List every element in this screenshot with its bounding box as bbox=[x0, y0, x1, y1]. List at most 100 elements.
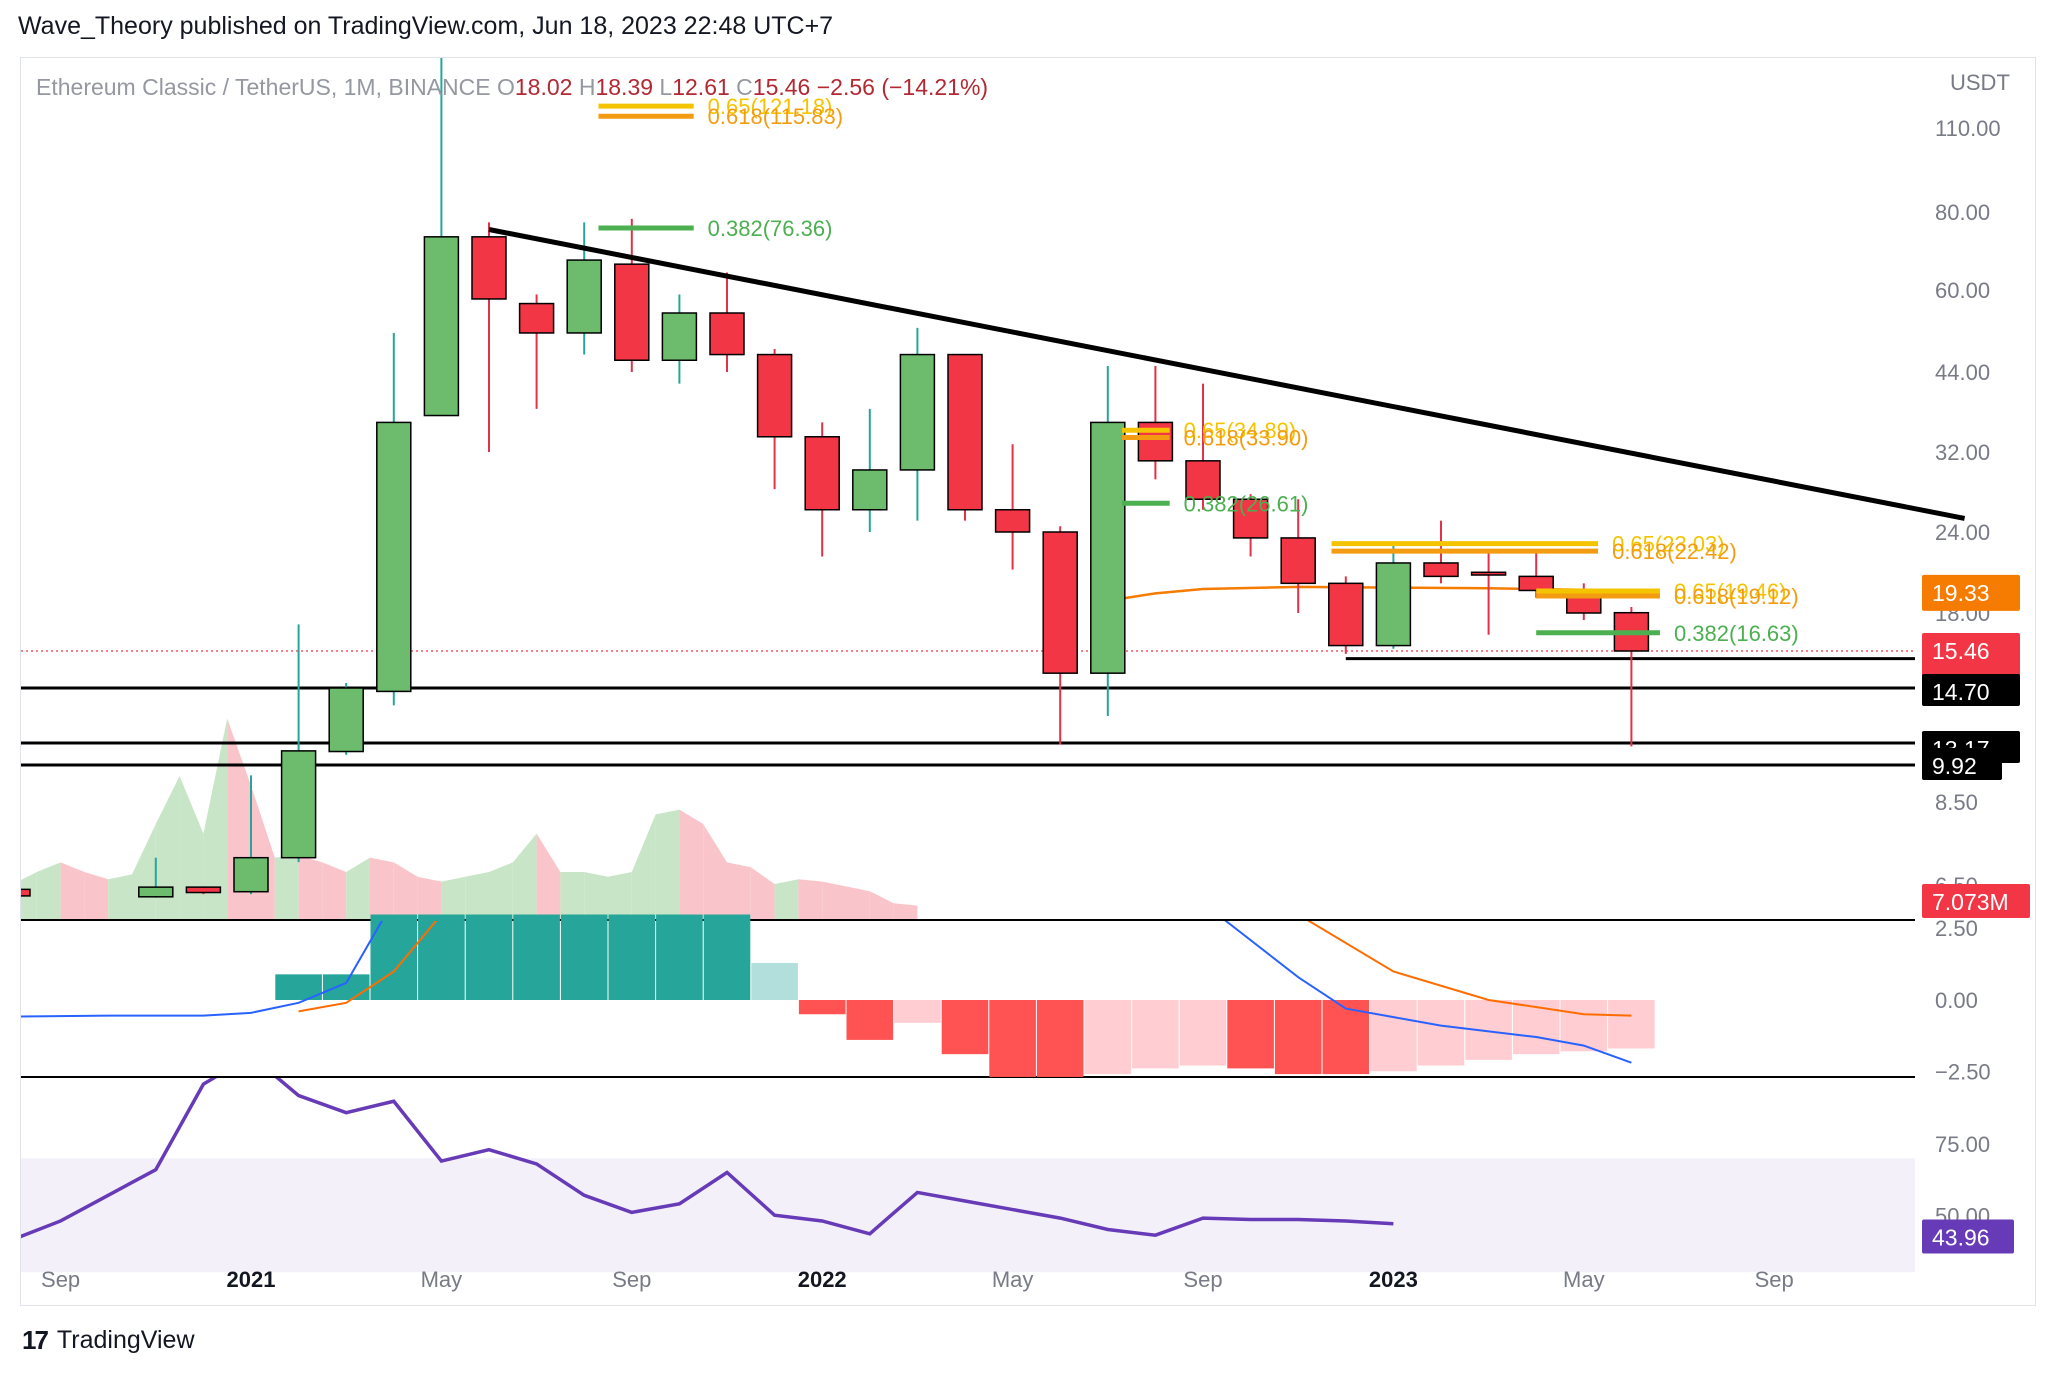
rsi-layer bbox=[21, 1078, 1394, 1239]
candle-body bbox=[899, 353, 936, 471]
macd-hist-bar bbox=[894, 1000, 941, 1023]
price-tick: 32.00 bbox=[1935, 440, 1990, 465]
candle-body bbox=[471, 236, 507, 300]
volume-area-segment bbox=[346, 857, 370, 920]
legend-line: Ethereum Classic / TetherUS, 1M, BINANCE… bbox=[36, 74, 988, 100]
macd-hist-bar bbox=[1132, 1000, 1179, 1069]
macd-hist-bar bbox=[989, 1000, 1036, 1077]
legend-title: Ethereum Classic / TetherUS, 1M, BINANCE bbox=[36, 74, 497, 100]
macd-hist-bar bbox=[322, 974, 370, 1000]
legend-c: 15.46 bbox=[753, 74, 817, 100]
volume-area-segment bbox=[846, 886, 870, 920]
volume-area-segment bbox=[893, 903, 918, 920]
candle-body bbox=[709, 312, 745, 356]
candle-body bbox=[661, 312, 698, 361]
volume-area-segment bbox=[393, 862, 418, 920]
x-tick: Sep bbox=[41, 1267, 80, 1292]
candle-body bbox=[280, 750, 317, 859]
macd-signal-line bbox=[298, 921, 1632, 1017]
publisher-line: Wave_Theory published on TradingView.com… bbox=[18, 12, 834, 40]
volume-area-segment bbox=[60, 862, 85, 920]
volume-area-segment bbox=[489, 862, 513, 920]
currency-label: USDT bbox=[1950, 70, 2010, 95]
x-tick: May bbox=[421, 1267, 463, 1292]
x-tick: 2023 bbox=[1369, 1267, 1418, 1292]
volume-area-segment bbox=[84, 872, 109, 920]
x-tick: Sep bbox=[1183, 1267, 1222, 1292]
legend-change: −2.56 (−14.21%) bbox=[817, 74, 988, 100]
candle-body bbox=[1090, 421, 1126, 674]
rsi-band bbox=[21, 1158, 1915, 1273]
volume-layer bbox=[21, 718, 918, 920]
trendline bbox=[488, 227, 1966, 521]
fib-label: 0.618(19.12) bbox=[1674, 584, 1799, 609]
candle-body bbox=[1328, 582, 1364, 647]
volume-area-segment bbox=[298, 855, 323, 920]
volume-area-segment bbox=[132, 824, 156, 920]
volume-area-segment bbox=[774, 879, 799, 920]
legend-h-label: H bbox=[579, 74, 596, 100]
volume-area-segment bbox=[631, 814, 656, 920]
macd-hist-bar bbox=[418, 914, 465, 1000]
macd-hist-bar bbox=[846, 1000, 894, 1040]
macd-hist-bar bbox=[1227, 1000, 1274, 1069]
volume-area-segment bbox=[869, 891, 894, 920]
candle-body bbox=[1518, 575, 1554, 592]
footer: 17 TradingView bbox=[22, 1325, 195, 1356]
tradingview-logo-icon: 17 bbox=[22, 1325, 49, 1355]
legend-o-label: O bbox=[497, 74, 515, 100]
price-tick: 8.50 bbox=[1935, 790, 1978, 815]
candle-body bbox=[328, 687, 364, 753]
macd-hist-bar bbox=[656, 914, 703, 1000]
price-tick: 44.00 bbox=[1935, 360, 1990, 385]
macd-hist-bar bbox=[1036, 1000, 1084, 1077]
x-tick: 2021 bbox=[227, 1267, 276, 1292]
candle-body bbox=[566, 259, 602, 334]
price-tick: 110.00 bbox=[1935, 116, 2001, 141]
candle-body bbox=[376, 421, 412, 693]
macd-hist-bar bbox=[1084, 1000, 1132, 1075]
fib-label: 0.618(33.90) bbox=[1184, 426, 1309, 451]
macd-hist-bar bbox=[465, 914, 513, 1000]
candle-body bbox=[233, 856, 269, 893]
volume-area-segment bbox=[655, 809, 680, 920]
candle-body bbox=[756, 353, 793, 438]
x-tick: May bbox=[1563, 1267, 1605, 1292]
volume-area-segment bbox=[536, 833, 561, 920]
volume-area-segment bbox=[608, 872, 632, 920]
x-tick: May bbox=[992, 1267, 1034, 1292]
macd-hist-bar bbox=[1179, 1000, 1227, 1066]
macd-hist-bar bbox=[1274, 1000, 1322, 1075]
macd-hist-bar bbox=[560, 914, 608, 1000]
tradingview-brand: TradingView bbox=[56, 1326, 195, 1354]
candle-body bbox=[1232, 498, 1269, 539]
volume-tag-bg bbox=[1922, 884, 2030, 918]
macd-hist-bar bbox=[751, 962, 798, 1000]
macd-tick: −2.50 bbox=[1935, 1059, 1991, 1084]
x-tick: Sep bbox=[1755, 1267, 1794, 1292]
volume-tag: 7.073M bbox=[1932, 889, 2009, 915]
legend-l: 12.61 bbox=[672, 74, 736, 100]
support-price-tag-bg bbox=[1922, 748, 2002, 780]
volume-area-segment bbox=[203, 718, 228, 920]
volume-area-segment bbox=[251, 785, 275, 920]
volume-area-segment bbox=[465, 872, 489, 920]
macd-hist-bar bbox=[513, 914, 560, 1000]
fib-label: 0.65(23.03) bbox=[1612, 532, 1725, 557]
candle-body bbox=[1470, 571, 1507, 576]
macd-hist-bar bbox=[798, 1000, 846, 1015]
volume-area-segment bbox=[417, 876, 442, 920]
volume-area-segment bbox=[155, 776, 180, 920]
volume-area-segment bbox=[703, 824, 727, 920]
macd-hist-bar bbox=[703, 914, 751, 1000]
x-tick: Sep bbox=[612, 1267, 651, 1292]
support-price-tag-bg bbox=[1922, 674, 2020, 706]
macd-hist-bar bbox=[941, 1000, 989, 1055]
macd-hist-bar bbox=[608, 914, 656, 1000]
price-tick: 60.00 bbox=[1935, 278, 1990, 303]
volume-area-segment bbox=[274, 855, 299, 920]
price-tick: 24.00 bbox=[1935, 520, 1990, 545]
candle-body bbox=[1042, 531, 1078, 674]
candle-body bbox=[1185, 460, 1221, 500]
